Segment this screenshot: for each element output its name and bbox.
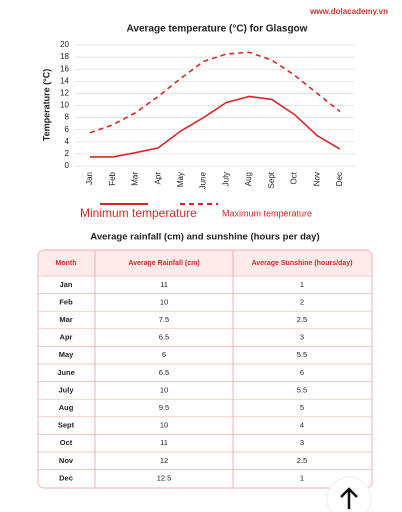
- table-cell: June: [57, 368, 75, 377]
- legend-label: Minimum temperature: [80, 206, 197, 220]
- table-cell: Jan: [60, 280, 73, 289]
- table-cell: 6: [300, 368, 304, 377]
- legend-label: Maximum temperature: [222, 208, 312, 218]
- x-tick-label: July: [221, 172, 230, 186]
- table-cell: Nov: [59, 456, 74, 465]
- y-tick-label: 12: [60, 89, 69, 98]
- y-axis-label: Temperature (°C): [41, 69, 51, 141]
- table-cell: 5: [300, 403, 304, 412]
- x-tick-label: Mar: [131, 172, 140, 186]
- watermark: www.dolacademy.vn: [309, 7, 388, 16]
- table-cell: Mar: [59, 315, 72, 324]
- y-tick-label: 6: [65, 125, 70, 134]
- table-cell: 1: [300, 473, 304, 482]
- y-tick-label: 18: [60, 52, 69, 61]
- line-series: [90, 95, 341, 158]
- arrow-icon: [340, 487, 358, 509]
- table-cell: 10: [160, 385, 168, 394]
- table-cell: 2.5: [297, 315, 307, 324]
- y-tick-label: 0: [65, 161, 70, 170]
- table-cell: Sept: [58, 421, 75, 430]
- table-cell: Dec: [59, 473, 73, 482]
- table-cell: 12.5: [157, 473, 172, 482]
- table-header: Average Rainfall (cm): [128, 260, 199, 267]
- table-cell: Apr: [60, 333, 73, 342]
- x-tick-label: Apr: [153, 172, 162, 185]
- table-cell: 10: [160, 297, 168, 306]
- table-cell: 6.5: [159, 368, 169, 377]
- x-tick-label: Jan: [85, 172, 94, 185]
- chart-title: Average temperature (°C) for Glasgow: [127, 24, 308, 35]
- table-cell: 11: [160, 438, 168, 447]
- x-tick-label: June: [199, 171, 208, 189]
- table-cell: July: [58, 385, 74, 394]
- x-tick-label: Oct: [290, 171, 299, 184]
- table-cell: 2.5: [297, 456, 307, 465]
- table-header: Month: [56, 260, 77, 267]
- y-tick-label: 8: [65, 113, 70, 122]
- table-cell: 5.5: [297, 350, 307, 359]
- y-tick-label: 14: [60, 76, 69, 85]
- table-cell: 2: [300, 297, 304, 306]
- table-cell: May: [59, 350, 74, 359]
- x-tick-label: May: [176, 172, 185, 187]
- table-header: Average Sunshine (hours/day): [252, 260, 353, 267]
- y-tick-label: 2: [65, 149, 70, 158]
- table-cell: 1: [300, 280, 304, 289]
- table-cell: 12: [160, 456, 168, 465]
- line-series: [89, 51, 341, 134]
- table-header-bg: [38, 250, 372, 276]
- table-cell: 3: [300, 333, 304, 342]
- table-cell: 7.5: [159, 315, 169, 324]
- y-tick-label: 20: [60, 40, 69, 49]
- y-tick-label: 4: [65, 137, 70, 146]
- y-tick-label: 10: [60, 101, 69, 110]
- table-cell: Feb: [59, 297, 73, 306]
- table-cell: 4: [300, 421, 304, 430]
- table-title: Average rainfall (cm) and sunshine (hour…: [90, 232, 319, 243]
- table-cell: 9.5: [159, 403, 169, 412]
- x-tick-label: Aug: [244, 172, 253, 186]
- table-cell: 3: [300, 438, 304, 447]
- x-tick-label: Sept: [267, 171, 276, 188]
- table-cell: 6.5: [159, 333, 169, 342]
- x-tick-label: Dec: [335, 172, 344, 186]
- x-tick-label: Feb: [108, 171, 117, 185]
- x-tick-label: Nov: [312, 172, 321, 186]
- table-cell: 11: [160, 280, 168, 289]
- table-cell: Aug: [59, 403, 74, 412]
- table-cell: Oct: [60, 438, 73, 447]
- table-frame: [37, 249, 373, 489]
- table-cell: 10: [160, 421, 168, 430]
- y-tick-label: 16: [60, 64, 69, 73]
- table-cell: 6: [162, 350, 166, 359]
- table-cell: 5.5: [297, 385, 307, 394]
